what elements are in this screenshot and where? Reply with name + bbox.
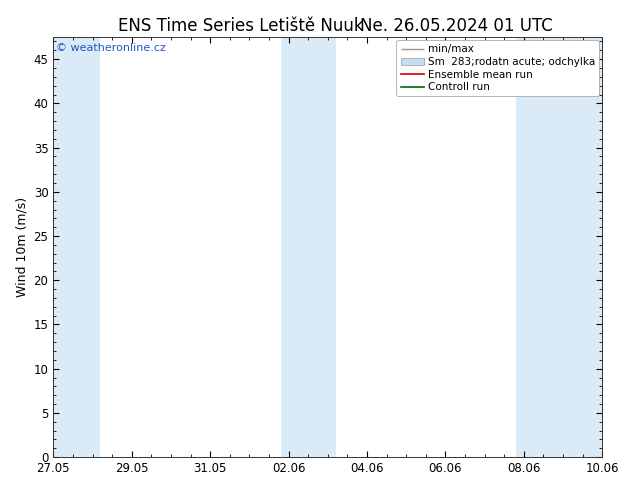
Y-axis label: Wind 10m (m/s): Wind 10m (m/s) — [15, 197, 28, 297]
Bar — [281, 37, 335, 457]
Legend: min/max, Sm  283;rodatn acute; odchylka, Ensemble mean run, Controll run: min/max, Sm 283;rodatn acute; odchylka, … — [396, 40, 599, 97]
Text: Ne. 26.05.2024 01 UTC: Ne. 26.05.2024 01 UTC — [360, 17, 553, 35]
Text: ENS Time Series Letiště Nuuk: ENS Time Series Letiště Nuuk — [118, 17, 364, 35]
Bar — [49, 37, 100, 457]
Text: © weatheronline.cz: © weatheronline.cz — [56, 43, 166, 53]
Bar — [516, 37, 606, 457]
